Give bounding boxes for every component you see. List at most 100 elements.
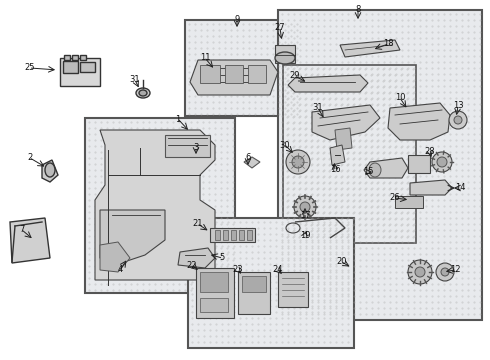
Bar <box>60 58 100 86</box>
Bar <box>247 230 252 240</box>
Bar <box>238 272 270 314</box>
Ellipse shape <box>408 260 432 284</box>
Polygon shape <box>312 105 380 140</box>
Text: 7: 7 <box>19 225 24 234</box>
Text: 13: 13 <box>453 102 464 111</box>
Bar <box>165 135 210 157</box>
Bar <box>72 55 78 60</box>
Bar <box>185 20 303 116</box>
Text: 14: 14 <box>455 184 465 193</box>
Text: 10: 10 <box>395 94 405 103</box>
Text: 25: 25 <box>25 63 35 72</box>
Text: 5: 5 <box>220 253 224 262</box>
Bar <box>200 298 228 312</box>
Bar <box>408 155 430 173</box>
Polygon shape <box>95 130 215 280</box>
Bar <box>64 55 70 60</box>
Ellipse shape <box>369 163 381 177</box>
Ellipse shape <box>436 263 454 281</box>
Polygon shape <box>288 75 368 92</box>
Bar <box>200 272 228 292</box>
Text: 22: 22 <box>187 261 197 270</box>
Text: 27: 27 <box>275 23 285 32</box>
Bar <box>231 230 236 240</box>
Ellipse shape <box>454 116 462 124</box>
Bar <box>63 61 78 73</box>
Bar <box>200 65 220 83</box>
Text: 3: 3 <box>194 144 198 153</box>
Ellipse shape <box>286 150 310 174</box>
Polygon shape <box>335 128 352 150</box>
Bar <box>85 118 235 293</box>
Text: 12: 12 <box>450 266 460 274</box>
Ellipse shape <box>300 202 310 212</box>
Text: 23: 23 <box>233 266 244 274</box>
Polygon shape <box>244 157 260 168</box>
Bar <box>283 65 416 243</box>
Bar <box>239 230 244 240</box>
Ellipse shape <box>441 268 449 276</box>
Bar <box>223 230 228 240</box>
Text: 17: 17 <box>300 211 310 220</box>
Text: 16: 16 <box>330 166 341 175</box>
Ellipse shape <box>432 152 452 172</box>
Polygon shape <box>388 103 450 140</box>
Bar <box>85 118 235 293</box>
Text: 19: 19 <box>300 230 310 239</box>
Bar <box>275 45 295 63</box>
Ellipse shape <box>294 196 316 218</box>
Ellipse shape <box>415 267 425 277</box>
Polygon shape <box>100 210 165 265</box>
Bar <box>210 228 255 242</box>
Polygon shape <box>100 242 130 272</box>
Bar <box>196 268 234 318</box>
Text: 31: 31 <box>313 104 323 112</box>
Bar <box>188 218 354 348</box>
Polygon shape <box>190 60 278 95</box>
Text: 9: 9 <box>234 15 240 24</box>
Ellipse shape <box>45 163 55 177</box>
Text: 31: 31 <box>130 76 140 85</box>
Polygon shape <box>178 248 215 268</box>
Text: 8: 8 <box>355 5 361 14</box>
Polygon shape <box>364 158 408 178</box>
Text: 24: 24 <box>273 266 283 274</box>
Text: 26: 26 <box>390 194 400 202</box>
Ellipse shape <box>139 90 147 96</box>
Bar <box>215 230 220 240</box>
Bar <box>283 65 416 243</box>
Ellipse shape <box>449 111 467 129</box>
Bar <box>188 218 354 348</box>
Ellipse shape <box>275 52 295 64</box>
Bar <box>278 10 482 320</box>
Polygon shape <box>10 218 50 263</box>
Text: 28: 28 <box>425 148 435 157</box>
Bar <box>242 276 266 292</box>
Ellipse shape <box>292 156 304 168</box>
Text: 18: 18 <box>383 40 393 49</box>
Text: 21: 21 <box>193 220 203 229</box>
Text: 29: 29 <box>290 72 300 81</box>
Bar <box>225 65 243 83</box>
Text: 6: 6 <box>245 153 251 162</box>
Ellipse shape <box>136 88 150 98</box>
Polygon shape <box>340 40 400 57</box>
Text: 15: 15 <box>363 167 373 176</box>
Text: 1: 1 <box>175 114 181 123</box>
Text: 11: 11 <box>200 54 210 63</box>
Bar <box>395 196 423 208</box>
Text: 4: 4 <box>118 266 122 274</box>
Polygon shape <box>330 145 345 165</box>
Bar <box>278 10 482 320</box>
Polygon shape <box>42 160 58 182</box>
Ellipse shape <box>437 157 447 167</box>
Text: 30: 30 <box>280 140 290 149</box>
Text: 20: 20 <box>337 257 347 266</box>
Polygon shape <box>410 180 452 195</box>
Bar <box>248 65 266 83</box>
Bar <box>80 55 86 60</box>
Bar <box>278 272 308 307</box>
Text: 2: 2 <box>27 153 33 162</box>
Bar <box>185 20 303 116</box>
Bar <box>80 62 95 72</box>
